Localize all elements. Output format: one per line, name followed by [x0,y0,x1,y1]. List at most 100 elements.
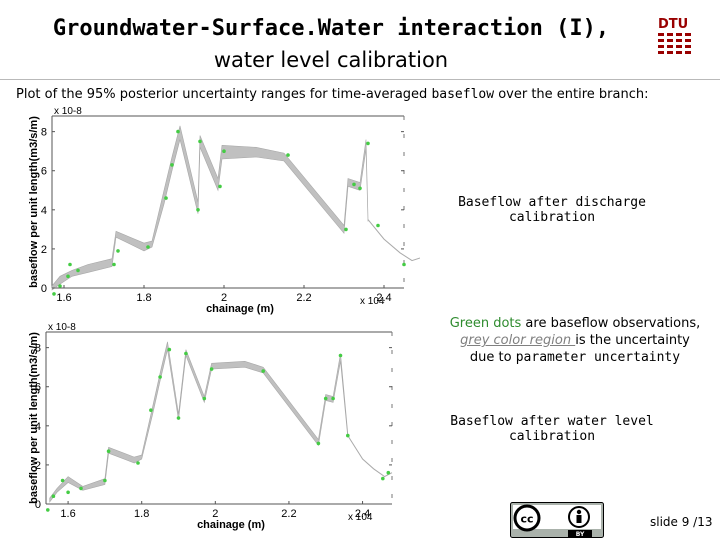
observation-dot [198,139,202,144]
y-tick-label: 4 [35,421,41,433]
x-tick-label: 1.6 [56,292,71,304]
observation-dot [58,284,62,288]
observation-dot [176,129,180,134]
observation-dot [164,196,168,200]
slide-title: Groundwater-Surface.Water interaction (I… [52,16,610,41]
x-tick-label: 2 [212,508,218,520]
description-suffix: over the entire branch: [494,87,649,102]
x-tick-label: 1.8 [134,508,149,520]
observation-dot [376,223,380,228]
observation-dot [386,470,391,475]
observation-dot [60,478,65,483]
observation-dot [76,268,80,273]
x-axis-label: chainage (m) [197,519,265,531]
description: Plot of the 95% posterior uncertainty ra… [16,87,649,102]
note-part1: are baseflow observations, [521,316,701,331]
observation-dot [158,375,162,379]
observation-dot [316,441,321,446]
observation-dot [52,292,56,296]
observation-dot [146,245,150,249]
x-tick-label: 1.8 [136,292,151,304]
observation-dot [106,449,111,453]
y-tick-label: 2 [41,244,47,256]
svg-text:cc: cc [520,513,533,526]
note-parameter-uncertainty: parameter uncertainty [515,350,681,365]
observation-dot [261,369,266,373]
uncertainty-tail [347,435,393,478]
observation-dot [358,186,362,191]
y-tick-label: 2 [35,460,41,472]
note-part2: is the uncertainty [575,333,690,348]
x-tick-label: 2.4 [355,508,370,520]
uncertainty-band [51,125,369,291]
x-axis-label: chainage (m) [206,303,274,315]
observation-dot [46,508,50,512]
observation-dot [218,184,222,189]
observation-dot [136,461,140,465]
observation-dot [209,367,214,371]
svg-text:BY: BY [576,531,585,538]
cc-icon [513,504,541,532]
y-axis-label: baseflow per unit length(m3/s/m) [28,116,40,288]
observation-dot [366,141,370,146]
observation-dot [402,262,406,267]
y-tick-label: 0 [41,283,47,295]
x-tick-label: 2.4 [376,292,391,304]
y-tick-label: 6 [41,166,47,178]
header-divider [0,79,720,80]
legend-note: Green dots are baseflow observations, gr… [430,315,720,366]
observation-dot [286,153,290,157]
observation-dot [79,486,83,491]
dtu-logo: DTU [658,17,691,54]
observation-dot [381,476,385,481]
observation-dot [66,274,70,279]
slide-subtitle: water level calibration [213,48,449,72]
x-tick-label: 2 [221,292,227,304]
y-scale-label: x 10-8 [54,106,82,117]
observation-dot [167,347,172,352]
observation-dot [323,396,328,401]
y-tick-label: 8 [35,343,41,355]
observation-dot [112,262,116,267]
caption-discharge-calibration: Baseflow after discharge calibration [458,195,646,225]
x-tick-label: 1.6 [60,508,75,520]
observation-dot [352,182,356,187]
observation-dot [116,249,120,253]
observation-dot [51,494,56,498]
observation-dot [68,262,72,267]
cc-by-license-badge: cc BY [510,502,604,538]
baseflow-chart-discharge: 0 2 4 6 8 1.6 1.8 2 2.2 2.4 x 10-8 x 104 chainage (m… [28,106,420,315]
y-tick-label: 8 [41,127,47,139]
observation-dot [149,408,153,412]
note-grey-region: grey color region [460,333,576,348]
observation-dot [346,433,350,438]
caption-waterlevel-calibration: Baseflow after water level calibration [450,414,654,444]
y-tick-label: 4 [41,205,47,217]
observation-dot [331,396,335,401]
observation-dot [202,396,207,401]
y-tick-label: 0 [35,499,41,511]
x-tick-label: 2.2 [296,292,311,304]
observation-dot [344,227,348,232]
observation-dot [176,416,181,420]
observation-dot [184,351,188,356]
observation-dot [103,478,107,483]
note-part3: due to [469,350,516,365]
x-tick-label: 2.2 [281,508,296,520]
x-scale-label: x 104 [360,296,385,307]
y-axis-label: baseflow per unit length(m3/s/m) [28,332,40,504]
y-scale-label: x 10-8 [48,322,76,333]
y-tick-label: 6 [35,382,41,394]
uncertainty-band [49,341,349,503]
observation-dot [338,353,343,358]
description-keyword: baseflow [431,87,495,102]
dtu-logo-text: DTU [658,17,688,32]
baseflow-chart-waterlevel: 0 2 4 6 8 1.6 1.8 2 2.2 2.4 x 10-8 x 104 chainage (m… [28,322,393,531]
observation-dot [222,149,226,153]
uncertainty-tail [367,219,420,262]
observation-dot [66,490,70,495]
note-green-dots: Green dots [449,316,522,331]
observation-dot [170,163,174,167]
description-prefix: Plot of the 95% posterior uncertainty ra… [16,87,432,102]
slide-number: slide 9 /13 [650,515,713,529]
